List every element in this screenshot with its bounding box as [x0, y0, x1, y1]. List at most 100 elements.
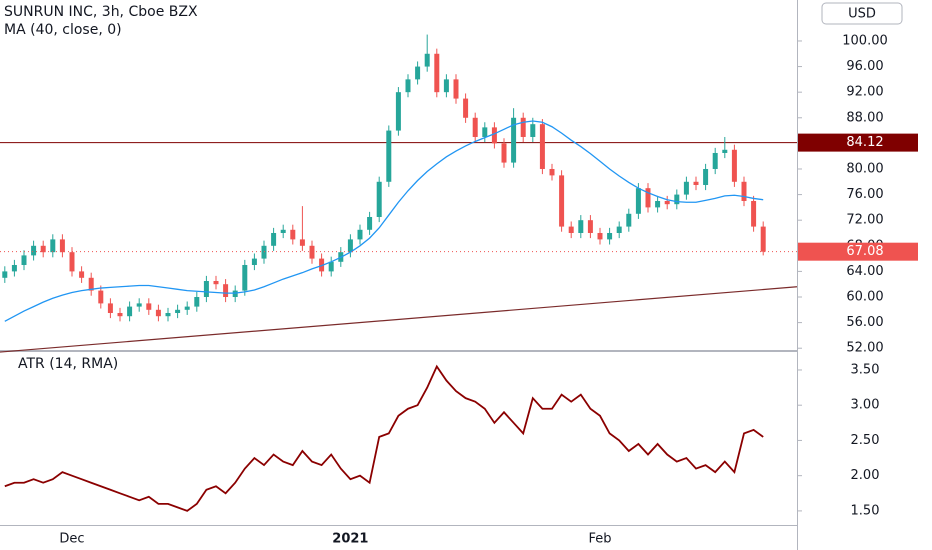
candle-body — [165, 313, 171, 317]
candle-body — [299, 239, 305, 246]
candle-body — [175, 309, 181, 314]
y-tick-label: 92.00 — [846, 85, 883, 100]
candle-body — [309, 245, 315, 259]
candle-body — [635, 188, 641, 214]
price-label: 84.12 — [846, 135, 883, 150]
candle-body — [683, 181, 689, 195]
y-tick-label: 3.00 — [851, 398, 880, 413]
candle-body — [146, 303, 152, 310]
y-tick-label: 56.00 — [846, 315, 883, 330]
candle-body — [645, 188, 651, 208]
line-series — [4, 120, 764, 322]
candle-body — [607, 232, 613, 240]
price-label-box — [798, 133, 918, 152]
y-tick-label: 1.50 — [851, 503, 880, 518]
candle-body — [261, 245, 267, 259]
y-tick-label: 52.00 — [846, 341, 883, 356]
candle-body — [616, 226, 622, 233]
y-tick-label: 2.00 — [851, 468, 880, 483]
y-tick-label: 88.00 — [846, 110, 883, 125]
candle-body — [655, 200, 661, 208]
candle-body — [405, 79, 411, 93]
candle-body — [386, 130, 392, 182]
candle-body — [328, 261, 334, 272]
last-price-box — [798, 242, 918, 261]
candle-body — [127, 306, 133, 317]
candle-body — [568, 226, 574, 233]
candle-body — [79, 271, 85, 278]
candle-body — [549, 168, 555, 176]
candle-body — [223, 284, 229, 298]
x-tick-label: Dec — [59, 532, 84, 547]
candle-body — [520, 117, 526, 137]
candle-body — [69, 252, 75, 272]
candle-body — [290, 229, 296, 240]
candle-body — [463, 98, 469, 118]
currency-button[interactable] — [821, 2, 903, 25]
candle-body — [98, 290, 104, 304]
candle-body — [472, 117, 478, 137]
axis: Dec2021Feb52.0056.0060.0064.0068.0072.00… — [59, 33, 918, 547]
candle-body — [213, 280, 219, 285]
candle-body — [242, 264, 248, 291]
candle-body — [511, 117, 517, 163]
candle-body — [760, 226, 766, 252]
y-tick-label: 60.00 — [846, 290, 883, 305]
candle-body — [559, 175, 565, 227]
candle-body — [88, 277, 94, 291]
x-tick-label: Feb — [588, 532, 611, 547]
candle-body — [587, 220, 593, 233]
candle-body — [453, 79, 459, 99]
candle-body — [376, 181, 382, 217]
candle-body — [501, 143, 507, 163]
trendline — [0, 286, 798, 353]
last-price-label: 67.08 — [846, 244, 883, 259]
y-tick-label: 2.50 — [851, 433, 880, 448]
candle-body — [751, 200, 757, 227]
atr-legend: ATR (14, RMA) — [18, 356, 118, 372]
candle-body — [578, 220, 584, 233]
candle-body — [539, 124, 545, 169]
candle-body — [674, 194, 680, 205]
candle-body — [415, 66, 421, 80]
chart-title: SUNRUN INC, 3h, Cboe BZX — [4, 4, 198, 20]
candle-body — [731, 149, 737, 182]
candle-body — [434, 53, 440, 93]
candle-body — [693, 181, 699, 185]
candle-body — [367, 216, 373, 230]
candle-body — [491, 127, 497, 144]
candle-body — [280, 229, 286, 233]
candle-body — [117, 313, 123, 317]
candle-body — [741, 181, 747, 201]
candle-body — [2, 271, 8, 278]
candle-body — [712, 152, 718, 169]
x-tick-label: 2021 — [332, 532, 368, 547]
line-series — [4, 364, 764, 512]
candle-body — [107, 303, 113, 314]
candle-body — [136, 303, 142, 307]
candle-body — [271, 232, 277, 246]
currency[interactable]: USD — [848, 7, 876, 22]
candle-body — [530, 124, 536, 137]
candle-body — [722, 149, 728, 153]
marks — [0, 34, 798, 512]
candle-body — [194, 297, 200, 307]
candle-body — [203, 280, 209, 298]
candle-body — [626, 213, 632, 227]
y-tick-label: 72.00 — [846, 213, 883, 228]
candle-body — [11, 264, 17, 272]
ma-legend: MA (40, close, 0) — [4, 22, 122, 38]
candle-body — [21, 255, 27, 265]
candle-body — [31, 245, 37, 256]
candle-body — [703, 168, 709, 185]
candle-body — [40, 245, 46, 253]
y-tick-label: 76.00 — [846, 187, 883, 202]
candle-body — [482, 127, 488, 137]
candle-body — [251, 258, 257, 265]
candle-body — [424, 53, 430, 67]
candle-body — [664, 200, 670, 205]
candle-body — [357, 229, 363, 240]
y-tick-label: 80.00 — [846, 161, 883, 176]
